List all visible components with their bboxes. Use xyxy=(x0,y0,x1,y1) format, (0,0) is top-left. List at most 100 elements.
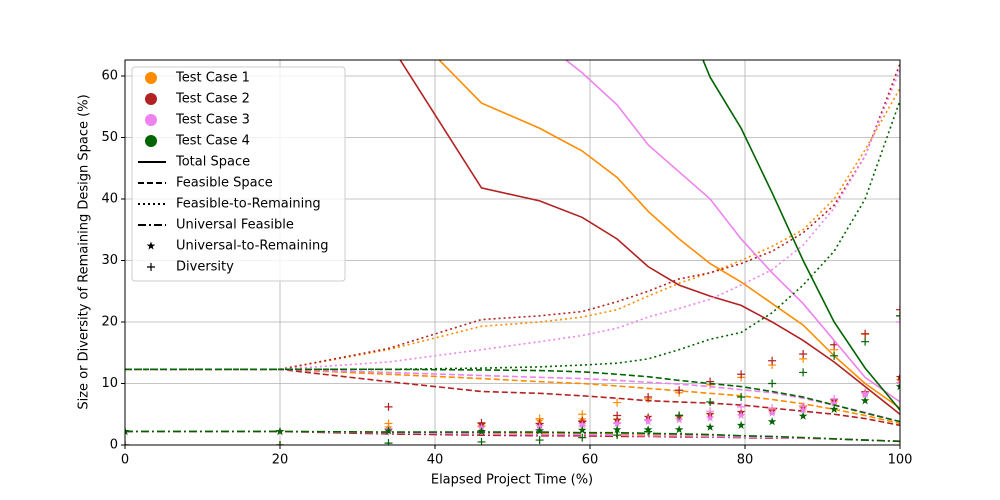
legend-label: Test Case 1 xyxy=(175,71,250,86)
x-tick-label: 20 xyxy=(272,453,289,468)
star-point xyxy=(612,425,622,434)
star-point xyxy=(275,427,285,436)
plus-point xyxy=(613,398,622,407)
x-tick-label: 80 xyxy=(737,453,754,468)
series-line xyxy=(125,368,900,427)
plus-point xyxy=(799,402,808,411)
star-point xyxy=(829,404,839,413)
star-point xyxy=(895,382,900,391)
legend: Test Case 1 Test Case 2 Test Case 3 Test Ca… xyxy=(131,66,346,282)
series-line xyxy=(564,60,900,403)
x-axis-label: Elapsed Project Time (%) xyxy=(431,473,593,488)
plot-area xyxy=(125,60,900,445)
legend-label: Test Case 3 xyxy=(175,113,250,128)
plus-point xyxy=(799,368,808,377)
plus-point xyxy=(830,394,839,403)
plus-point xyxy=(737,393,746,402)
plus-point xyxy=(768,404,777,413)
legend-label: Feasible-to-Remaining xyxy=(176,197,321,212)
legend-label: Total Space xyxy=(175,155,250,170)
plus-point xyxy=(276,441,284,445)
plus-point xyxy=(644,427,653,436)
x-tick-label: 60 xyxy=(582,453,599,468)
star-point xyxy=(767,408,777,417)
plus-point xyxy=(706,407,715,416)
y-tick-label: 30 xyxy=(101,253,118,268)
series-line xyxy=(438,60,900,409)
plus-point xyxy=(706,377,715,386)
star-point xyxy=(674,425,684,434)
star-point xyxy=(477,427,486,436)
plus-point xyxy=(768,379,777,388)
plus-point xyxy=(861,329,870,338)
legend-box xyxy=(131,66,346,282)
plus-point xyxy=(578,433,587,442)
legend-label: Universal-to-Remaining xyxy=(176,239,328,254)
plus-point xyxy=(896,317,900,326)
plus-point xyxy=(384,402,393,411)
legend-swatch xyxy=(145,93,157,105)
plus-point xyxy=(384,439,393,445)
series-line xyxy=(125,368,900,425)
plus-point xyxy=(861,337,870,346)
plus-point xyxy=(737,370,746,379)
plus-point xyxy=(768,356,777,365)
star-point xyxy=(578,425,587,434)
plus-point xyxy=(896,311,900,320)
series-line xyxy=(702,60,900,411)
axes-frame xyxy=(124,59,901,446)
series-line xyxy=(125,63,900,371)
y-tick-label: 40 xyxy=(101,191,118,206)
legend-label: Test Case 2 xyxy=(175,92,250,107)
plus-point xyxy=(799,349,808,358)
star-point xyxy=(736,420,746,429)
y-tick-label: 0 xyxy=(110,438,118,453)
series-line xyxy=(125,430,900,443)
star-point xyxy=(798,411,808,420)
y-tick-label: 20 xyxy=(101,314,118,329)
star-point xyxy=(860,396,870,405)
series-line xyxy=(125,368,900,423)
plus-point xyxy=(861,388,870,397)
plus-point xyxy=(675,411,684,420)
plus-point xyxy=(613,411,622,420)
plus-point xyxy=(613,431,622,440)
y-tick-label: 60 xyxy=(101,68,118,83)
plus-point xyxy=(896,305,900,314)
series-line xyxy=(125,100,900,371)
series-line xyxy=(399,60,900,415)
plus-point xyxy=(644,415,653,424)
plus-point xyxy=(535,436,544,445)
x-tick-label: 40 xyxy=(427,453,444,468)
series-line xyxy=(125,69,900,371)
star-point xyxy=(736,411,746,420)
star-point xyxy=(705,422,715,431)
star-point xyxy=(705,413,715,422)
plus-point xyxy=(737,402,746,411)
legend-label: Diversity xyxy=(176,260,234,275)
plus-point xyxy=(675,386,684,395)
legend-swatch xyxy=(145,114,157,126)
legend-swatch xyxy=(147,263,155,271)
y-tick-label: 50 xyxy=(101,130,118,145)
plus-point xyxy=(644,393,653,402)
plus-point xyxy=(830,351,839,360)
y-axis-label: Size or Diversity of Remaining Design Sp… xyxy=(77,94,92,409)
legend-swatch xyxy=(146,241,156,250)
legend-label: Feasible Space xyxy=(176,176,273,191)
legend-swatch xyxy=(145,135,157,147)
star-point xyxy=(535,426,544,435)
star-point xyxy=(767,417,777,426)
x-tick-label: 0 xyxy=(121,453,129,468)
y-tick-label: 10 xyxy=(101,376,118,391)
star-point xyxy=(125,427,130,436)
plus-point xyxy=(706,397,715,406)
legend-swatch xyxy=(145,72,157,84)
plus-point xyxy=(578,410,587,419)
star-point xyxy=(384,426,393,435)
x-tick-label: 100 xyxy=(888,453,913,468)
series-line xyxy=(125,368,900,423)
legend-label: Test Case 4 xyxy=(175,134,250,149)
star-point xyxy=(895,372,900,381)
